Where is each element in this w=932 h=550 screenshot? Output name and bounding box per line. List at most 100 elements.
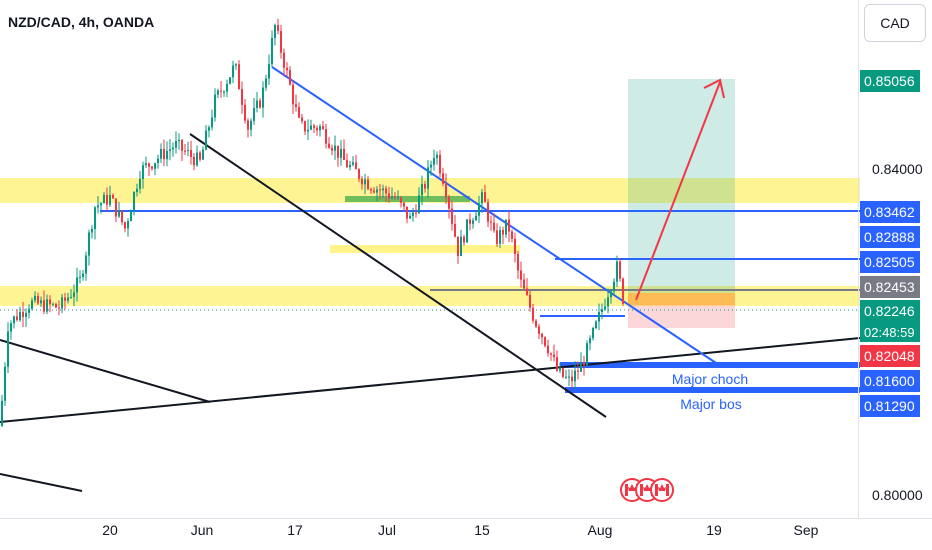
symbol-title[interactable]: NZD/CAD, 4h, OANDA xyxy=(8,14,155,30)
candle-body xyxy=(232,65,234,78)
candle-body xyxy=(229,77,231,84)
candle-body xyxy=(262,87,264,108)
candle-body xyxy=(490,221,492,223)
candle-body xyxy=(28,308,30,313)
candle-body xyxy=(547,345,549,354)
candle-body xyxy=(382,188,384,191)
candle-body xyxy=(55,303,57,308)
candle-body xyxy=(571,376,573,382)
candle-body xyxy=(391,196,393,199)
candle-body xyxy=(316,127,318,131)
candle-body xyxy=(562,368,564,378)
candle-body xyxy=(268,64,270,79)
candle-body xyxy=(274,24,276,38)
price-tag-level: 0.82048 xyxy=(860,345,920,367)
entry-highlight xyxy=(628,293,735,305)
candle-body xyxy=(52,303,54,305)
candle-body xyxy=(604,306,606,310)
candle-body xyxy=(583,362,585,366)
candle-body xyxy=(94,207,96,230)
candle-body xyxy=(97,205,99,208)
x-tick-label: Aug xyxy=(587,522,613,538)
projection-arrow xyxy=(635,81,721,301)
candle-body xyxy=(196,152,198,166)
candle-body xyxy=(79,277,81,279)
candle-body xyxy=(499,229,501,244)
candle-body xyxy=(157,158,159,164)
price-tag-last: 0.82246 02:48:59 xyxy=(860,300,920,342)
candle-body xyxy=(121,210,123,223)
candle-body xyxy=(433,157,435,165)
candle-body xyxy=(415,212,417,214)
x-tick-label: 20 xyxy=(102,522,118,538)
candle-body xyxy=(247,120,249,130)
candle-body xyxy=(223,91,225,93)
candle-body xyxy=(214,94,216,118)
canada-flag-icon-3[interactable] xyxy=(650,478,674,502)
time-axis-separator xyxy=(0,518,932,519)
candle-body xyxy=(484,192,486,203)
candle-body xyxy=(241,89,243,105)
candle-body xyxy=(259,100,261,108)
candle-body xyxy=(145,163,147,166)
event-flags[interactable] xyxy=(620,478,674,502)
candle-body xyxy=(115,198,117,217)
candle-body xyxy=(289,70,291,85)
candle-body xyxy=(49,299,51,305)
candle-body xyxy=(19,311,21,321)
major-choch-box xyxy=(560,362,860,368)
candle-body xyxy=(208,127,210,131)
candle-body xyxy=(442,173,444,184)
candle-body xyxy=(586,343,588,366)
candle-body xyxy=(280,30,282,53)
x-tick-label: Jun xyxy=(190,522,214,538)
black-falling-line-2 xyxy=(0,473,83,492)
candle-body xyxy=(400,197,402,203)
candle-body xyxy=(496,230,498,244)
candle-body xyxy=(10,323,12,332)
candle-body xyxy=(343,148,345,160)
candle-body xyxy=(601,309,603,313)
x-tick-label: 15 xyxy=(474,522,490,538)
candle-body xyxy=(361,178,363,185)
candle-body xyxy=(355,162,357,170)
x-tick-label: 19 xyxy=(706,522,722,538)
candle-body xyxy=(256,100,258,109)
candle-body xyxy=(346,159,348,168)
candle-body xyxy=(193,156,195,166)
candle-body xyxy=(238,64,240,90)
candle-body xyxy=(373,190,375,193)
candle-body xyxy=(25,312,27,317)
candle-body xyxy=(100,203,102,206)
currency-button[interactable]: CAD xyxy=(864,4,926,42)
candle-body xyxy=(385,188,387,194)
candle-body xyxy=(397,197,399,199)
candle-body xyxy=(76,277,78,293)
candle-body xyxy=(253,108,255,121)
candle-body xyxy=(295,104,297,107)
candle-body xyxy=(307,129,309,132)
price-tag-level: 0.81290 xyxy=(860,395,920,417)
candle-body xyxy=(466,219,468,243)
candle-body xyxy=(445,183,447,198)
candle-body xyxy=(130,211,132,222)
candle-body xyxy=(298,106,300,118)
candle-body xyxy=(469,219,471,224)
candle-body xyxy=(574,370,576,382)
price-tag-target: 0.85056 xyxy=(860,70,920,92)
y-tick-label: 0.84000 xyxy=(872,161,923,177)
candle-body xyxy=(487,202,489,222)
candle-body xyxy=(187,150,189,152)
candle-body xyxy=(106,194,108,205)
candle-body xyxy=(277,24,279,31)
candle-body xyxy=(322,126,324,129)
candle-body xyxy=(556,357,558,371)
candle-body xyxy=(436,154,438,158)
candle-body xyxy=(181,139,183,151)
candle-body xyxy=(505,219,507,235)
candle-body xyxy=(40,300,42,304)
candle-body xyxy=(244,104,246,121)
candle-body xyxy=(154,163,156,169)
major-choch-label: Major choch xyxy=(671,371,749,387)
